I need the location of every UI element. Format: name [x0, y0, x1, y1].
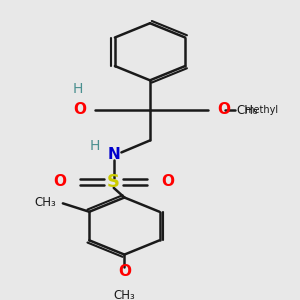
Text: O: O: [73, 102, 86, 117]
Text: O: O: [53, 174, 66, 189]
Text: S: S: [107, 173, 120, 191]
Text: O: O: [217, 102, 230, 117]
Text: H: H: [72, 82, 83, 96]
Text: O: O: [118, 264, 131, 279]
Text: O: O: [161, 174, 175, 189]
Text: CH₃: CH₃: [113, 289, 135, 300]
Text: CH₃: CH₃: [237, 104, 258, 117]
Text: CH₃: CH₃: [35, 196, 56, 209]
Text: methyl: methyl: [244, 105, 278, 116]
Text: N: N: [107, 147, 120, 162]
Text: H: H: [89, 139, 100, 153]
